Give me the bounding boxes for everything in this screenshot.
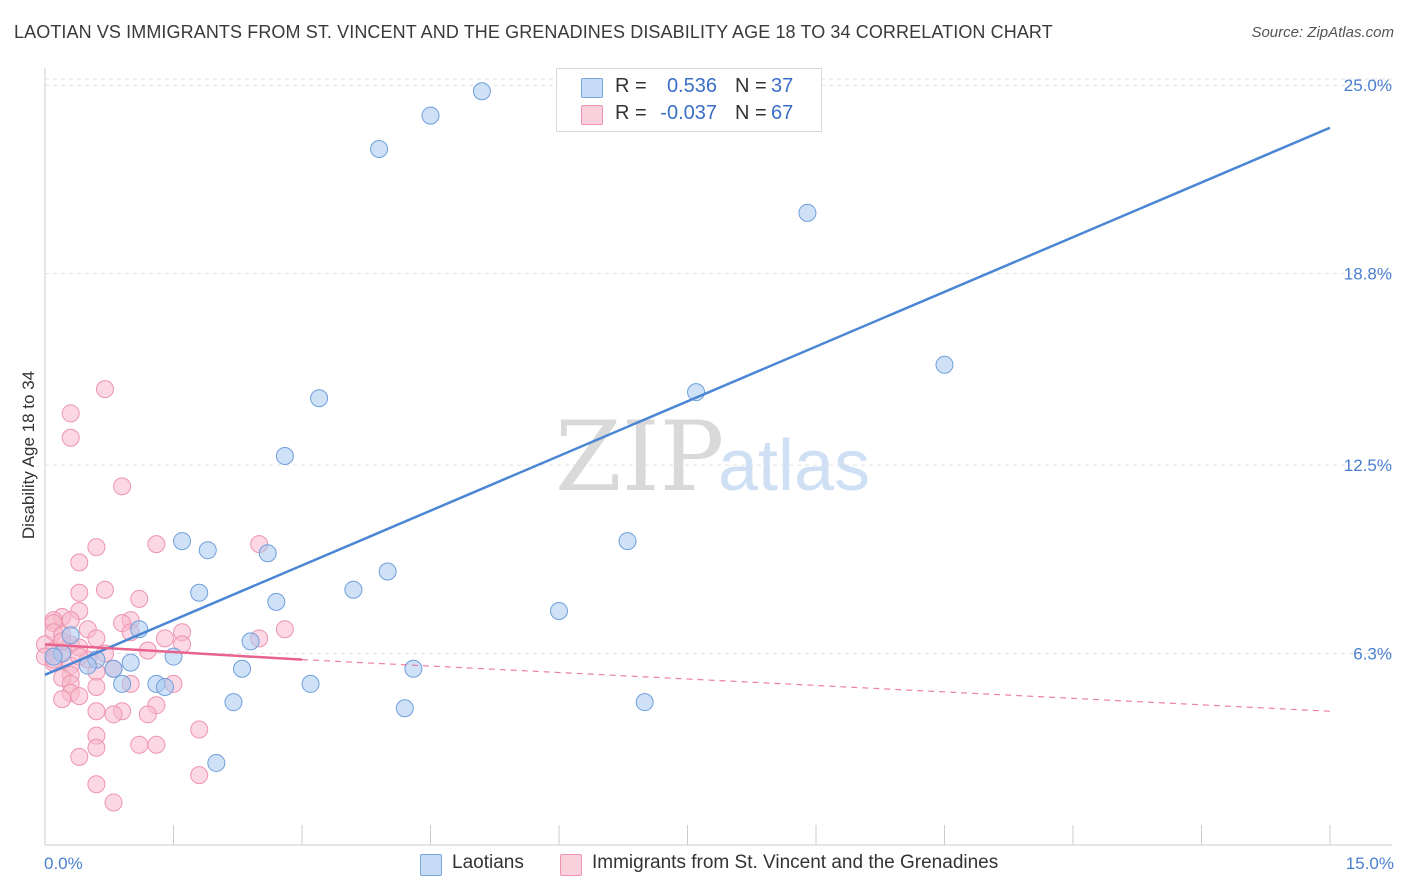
data-point-laotians — [198, 541, 217, 560]
data-point-laotians — [618, 532, 637, 551]
legend-label-laotians: Laotians — [452, 852, 524, 873]
data-point-laotians — [378, 562, 397, 581]
y-tick-label: 6.3% — [1353, 645, 1392, 664]
data-point-immigrants — [113, 477, 132, 496]
axes — [44, 68, 1392, 846]
data-point-immigrants — [275, 620, 294, 639]
tick-labels: 6.3% 12.5% 18.8% 25.0% 0.0% 15.0% — [44, 76, 1394, 873]
data-point-immigrants — [95, 580, 114, 599]
data-point-immigrants — [87, 677, 106, 696]
data-point-immigrants — [70, 583, 89, 602]
data-point-laotians — [935, 355, 954, 374]
y-tick-label: 12.5% — [1344, 456, 1392, 475]
legend-row-laotians: R = 0.536 N = 37 — [557, 75, 821, 101]
data-point-laotians — [190, 583, 209, 602]
data-point-immigrants — [130, 589, 149, 608]
grid-lines — [45, 78, 1392, 655]
legend-r-value: -0.037 — [660, 102, 717, 124]
data-point-laotians — [121, 653, 140, 672]
data-point-laotians — [113, 674, 132, 693]
data-point-laotians — [104, 659, 123, 678]
data-point-laotians — [173, 532, 192, 551]
legend-swatch-immigrants — [581, 105, 603, 125]
trend-line-laotians — [44, 126, 1331, 676]
legend-n-label: N = — [735, 102, 767, 124]
correlation-legend: R = 0.536 N = 37 R = -0.037 N = 67 — [556, 68, 822, 132]
data-point-laotians — [233, 659, 252, 678]
data-point-laotians — [421, 106, 440, 125]
legend-row-immigrants: R = -0.037 N = 67 — [557, 102, 821, 128]
data-point-laotians — [275, 446, 294, 465]
data-point-immigrants — [61, 611, 80, 630]
x-tick-label: 15.0% — [1346, 854, 1394, 873]
data-point-immigrants — [87, 775, 106, 794]
data-point-laotians — [344, 580, 363, 599]
data-point-immigrants — [104, 793, 123, 812]
data-point-immigrants — [61, 428, 80, 447]
legend-swatch-laotians — [420, 854, 442, 876]
data-point-laotians — [267, 592, 286, 611]
trend-line-immigrants — [44, 643, 303, 661]
chart-title: LAOTIAN VS IMMIGRANTS FROM ST. VINCENT A… — [14, 22, 1053, 42]
y-axis-label: Disability Age 18 to 34 — [19, 371, 38, 539]
trend-lines — [44, 126, 1331, 712]
data-point-laotians — [550, 601, 568, 620]
data-point-immigrants — [104, 705, 123, 724]
data-point-immigrants — [147, 535, 166, 554]
data-point-immigrants — [138, 705, 157, 724]
data-point-immigrants — [95, 380, 114, 399]
data-point-laotians — [207, 753, 226, 772]
legend-label-immigrants: Immigrants from St. Vincent and the Gren… — [592, 852, 999, 873]
data-point-laotians — [44, 647, 63, 666]
legend-swatch-laotians — [581, 78, 603, 98]
data-point-immigrants — [147, 735, 166, 754]
source-credit: Source: ZipAtlas.com — [1251, 24, 1394, 41]
data-point-laotians — [155, 677, 174, 696]
x-tick-label: 0.0% — [44, 854, 83, 873]
data-point-immigrants — [70, 747, 89, 766]
data-point-laotians — [472, 82, 491, 101]
data-point-laotians — [635, 693, 654, 712]
y-tick-label: 18.8% — [1344, 265, 1392, 284]
legend-n-value: 37 — [771, 75, 794, 97]
data-point-immigrants — [53, 690, 72, 709]
data-point-immigrants — [190, 720, 209, 739]
data-point-laotians — [395, 699, 414, 718]
legend-r-label: R = — [615, 102, 647, 124]
data-point-laotians — [224, 693, 243, 712]
data-point-immigrants — [70, 687, 89, 706]
data-point-laotians — [61, 626, 80, 645]
data-point-laotians — [258, 544, 277, 563]
data-point-laotians — [404, 659, 423, 678]
legend-swatch-immigrants — [560, 854, 582, 876]
legend-r-label: R = — [615, 75, 647, 97]
data-point-immigrants — [155, 629, 174, 648]
data-point-immigrants — [87, 738, 106, 757]
watermark: ZIP atlas — [555, 401, 870, 513]
data-point-immigrants — [87, 702, 106, 721]
watermark-atlas: atlas — [718, 426, 870, 506]
data-point-immigrants — [87, 629, 106, 648]
legend-n-value: 67 — [771, 102, 794, 124]
data-point-immigrants — [130, 735, 149, 754]
data-point-laotians — [798, 203, 817, 222]
series-laotians-points — [44, 82, 954, 772]
series-immigrants-points — [36, 380, 294, 812]
legend-r-value: 0.536 — [666, 75, 717, 97]
y-tick-label: 25.0% — [1344, 76, 1392, 95]
legend-n-label: N = — [735, 75, 767, 97]
data-point-laotians — [241, 632, 260, 651]
data-point-immigrants — [190, 766, 209, 785]
trend-line-immigrants-extension — [301, 659, 1331, 712]
series-legend: Laotians Immigrants from St. Vincent and… — [0, 852, 1406, 878]
data-point-laotians — [370, 140, 389, 159]
data-point-immigrants — [87, 538, 106, 557]
watermark-zip: ZIP — [555, 401, 724, 513]
data-point-laotians — [310, 389, 329, 408]
data-point-immigrants — [61, 404, 80, 423]
data-point-immigrants — [70, 553, 89, 572]
data-point-laotians — [301, 674, 320, 693]
